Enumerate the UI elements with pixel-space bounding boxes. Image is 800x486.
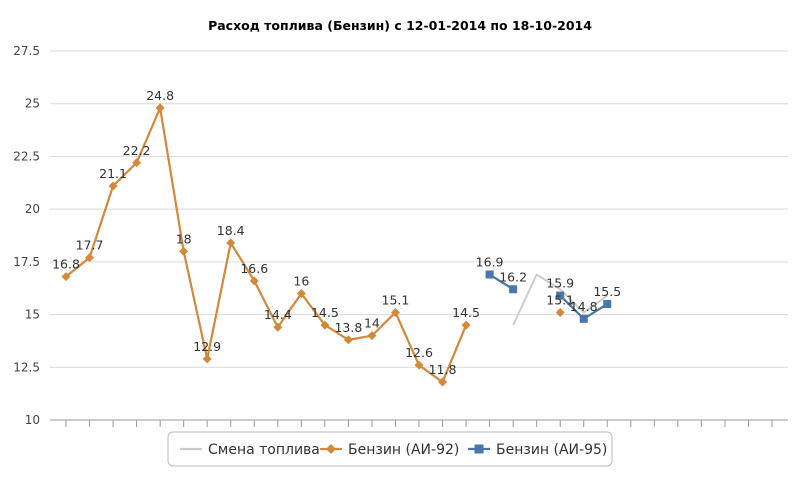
y-tick-label: 12.5 [13, 360, 40, 374]
ai92-point [343, 335, 353, 345]
data-label: 12.6 [405, 345, 433, 360]
data-label: 18 [176, 231, 192, 246]
y-tick-label: 10 [25, 413, 40, 427]
legend-label: Бензин (АИ-92) [348, 442, 459, 458]
ai95-point [579, 314, 588, 323]
grid [50, 50, 788, 421]
legend-item-ai92: Бензин (АИ-92) [320, 442, 459, 458]
ai92-point [108, 181, 118, 191]
legend-marker [326, 444, 336, 454]
data-label: 14.4 [264, 307, 292, 322]
ai92-point [273, 322, 283, 332]
y-tick-label: 25 [25, 97, 40, 111]
ai92-point [85, 253, 95, 263]
ai92-point [414, 360, 424, 370]
data-label: 14.5 [452, 305, 480, 320]
ai95-point [556, 291, 565, 300]
y-tick-label: 22.5 [13, 149, 40, 163]
data-label: 15.9 [546, 276, 574, 291]
transition-line [512, 273, 608, 326]
chart-title: Расход топлива (Бензин) с 12-01-2014 по … [208, 18, 592, 33]
y-tick-label: 27.5 [13, 44, 40, 58]
legend-item-ai95: Бензин (АИ-95) [468, 442, 607, 458]
data-label: 15.1 [546, 292, 574, 307]
data-label: 14.8 [570, 299, 598, 314]
data-label: 16.6 [240, 261, 268, 276]
data-label: 13.8 [334, 320, 362, 335]
legend-label: Бензин (АИ-95) [496, 442, 607, 458]
ai92-point [202, 354, 212, 364]
ai92-point [555, 307, 565, 317]
ai92-point [155, 103, 165, 113]
ai92-line [65, 106, 468, 384]
data-label: 16.2 [499, 269, 527, 284]
y-tick-label: 17.5 [13, 255, 40, 269]
ai92-point [320, 320, 330, 330]
ai92-point [249, 276, 259, 286]
data-labels: 16.8 17.7 21.1 22.2 24.8 18 12.9 18.4 16.6 14.4 16… [52, 88, 621, 377]
ai92-point [179, 246, 189, 256]
ai95-point [509, 285, 518, 294]
legend-label: Смена топлива [208, 442, 320, 458]
ai92-point [61, 272, 71, 282]
y-tick-label: 15 [25, 308, 40, 322]
legend-item-transition: Смена топлива [180, 442, 320, 458]
legend-marker [474, 444, 484, 454]
ai92-point [367, 331, 377, 341]
data-label: 14.5 [311, 305, 339, 320]
ai92-point [132, 158, 142, 168]
data-label: 18.4 [217, 223, 245, 238]
data-label: 24.8 [146, 88, 174, 103]
ai95-point [603, 300, 612, 309]
y-tick-label: 20 [25, 202, 40, 216]
ai92-point [390, 307, 400, 317]
ai92-point [438, 377, 448, 387]
ai95-point [485, 270, 494, 279]
data-label: 11.8 [429, 362, 457, 377]
data-label: 14 [364, 316, 380, 331]
data-label: 21.1 [99, 166, 127, 181]
data-label: 16.9 [476, 255, 504, 270]
data-label: 17.7 [76, 238, 104, 253]
legend: Смена топлива Бензин (АИ-92) Бензин (АИ-95… [167, 431, 613, 467]
data-label: 16.8 [52, 257, 80, 272]
data-label: 16 [293, 273, 309, 288]
data-label: 22.2 [123, 143, 151, 158]
ai92-point [461, 320, 471, 330]
data-label: 15.1 [382, 292, 410, 307]
series-layer [61, 103, 612, 387]
ai92-point [296, 288, 306, 298]
data-label: 15.5 [593, 284, 621, 299]
ai92-point [226, 238, 236, 248]
data-label: 12.9 [193, 339, 221, 354]
legend-box [167, 431, 613, 467]
axes: 10 12.5 15 17.5 20 22.5 25 27.5 [13, 44, 773, 427]
